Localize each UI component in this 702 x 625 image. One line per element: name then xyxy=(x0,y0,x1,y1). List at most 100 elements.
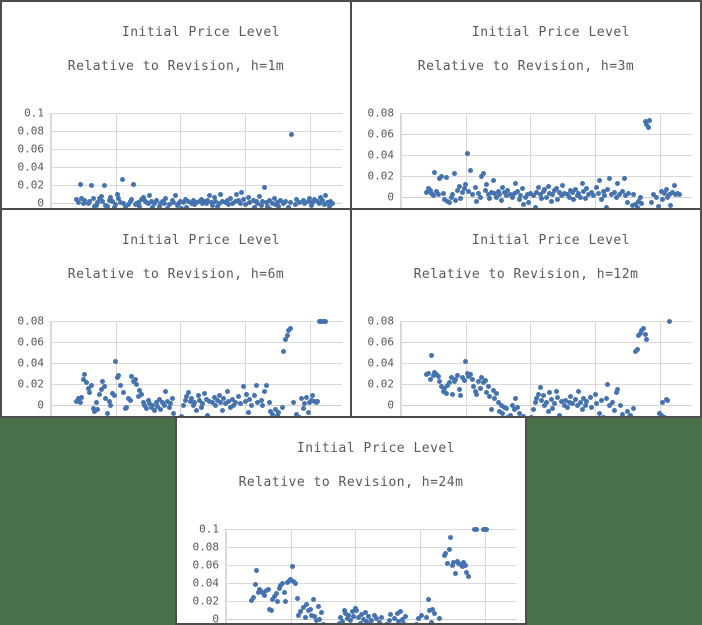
scatter-point xyxy=(458,195,464,201)
scatter-point xyxy=(158,406,164,412)
scatter-point xyxy=(281,348,287,354)
scatter-point xyxy=(651,416,656,418)
y-tick-label: 0 xyxy=(37,196,44,210)
chart-title-line1: Initial Price Level xyxy=(471,233,631,248)
scatter-point xyxy=(174,203,180,208)
scatter-point xyxy=(459,190,465,196)
scatter-point xyxy=(455,373,461,379)
scatter-point xyxy=(526,199,532,205)
scatter-point xyxy=(111,393,117,399)
scatter-point xyxy=(148,198,154,204)
scatter-point xyxy=(637,194,643,200)
plot-wrap-h1m: -0.04-0.0200.020.040.060.080.1 200820122… xyxy=(2,107,350,210)
scatter-point xyxy=(634,346,640,352)
scatter-point xyxy=(419,612,425,618)
scatter-point xyxy=(275,598,281,604)
scatter-point xyxy=(616,192,622,198)
scatter-point xyxy=(150,205,156,208)
scatter-point xyxy=(435,192,441,198)
scatter-point xyxy=(77,181,83,187)
scatter-point xyxy=(278,197,284,203)
scatter-point xyxy=(254,567,260,573)
scatter-point xyxy=(273,406,279,412)
scatter-point xyxy=(594,401,600,407)
gridline-vertical xyxy=(484,529,486,623)
scatter-point xyxy=(443,390,449,396)
gridline-vertical xyxy=(659,321,661,416)
scatter-point xyxy=(521,201,527,207)
scatter-point xyxy=(265,204,271,208)
scatter-point xyxy=(611,190,617,196)
scatter-point xyxy=(288,576,294,582)
chart-title-h12m: Initial Price Level Relative to Revision… xyxy=(352,210,700,317)
scatter-point xyxy=(171,199,177,205)
scatter-point xyxy=(516,196,522,202)
scatter-point xyxy=(637,331,643,337)
scatter-point xyxy=(338,614,344,620)
scatter-point xyxy=(268,607,274,613)
plot-area-h1m xyxy=(50,113,342,208)
scatter-point xyxy=(88,183,94,189)
scatter-point xyxy=(450,392,456,397)
scatter-point xyxy=(323,193,329,199)
scatter-point xyxy=(373,615,379,621)
scatter-point xyxy=(544,400,549,406)
scatter-point xyxy=(360,616,366,622)
scatter-point xyxy=(466,189,472,195)
scatter-point xyxy=(185,198,191,204)
scatter-point xyxy=(506,207,512,208)
chart-title-line2: Relative to Revision, h=12m xyxy=(413,267,639,282)
scatter-point xyxy=(93,203,99,208)
scatter-point xyxy=(344,615,350,621)
scatter-point xyxy=(569,190,575,196)
gridline-vertical xyxy=(530,321,532,416)
scatter-point xyxy=(300,197,306,203)
y-axis-h6m: -0.04-0.0200.020.040.060.08 xyxy=(2,315,48,416)
scatter-point xyxy=(248,402,254,408)
scatter-point xyxy=(500,185,506,191)
scatter-point xyxy=(179,414,185,416)
scatter-point xyxy=(603,205,609,208)
scatter-point xyxy=(315,399,321,405)
y-tick-label: 0.02 xyxy=(17,377,45,391)
scatter-point xyxy=(531,406,537,412)
scatter-point xyxy=(347,618,353,623)
scatter-point xyxy=(269,411,275,416)
scatter-point xyxy=(414,621,420,623)
scatter-point xyxy=(430,193,436,199)
scatter-point xyxy=(432,170,438,176)
scatter-point xyxy=(556,413,562,416)
scatter-point xyxy=(308,398,314,404)
scatter-point xyxy=(95,199,101,205)
scatter-point xyxy=(203,200,209,206)
scatter-point xyxy=(181,402,187,408)
scatter-point xyxy=(349,609,355,615)
y-tick-label: 0.04 xyxy=(367,356,395,370)
scatter-point xyxy=(505,415,511,416)
scatter-point xyxy=(116,196,122,201)
scatter-point xyxy=(315,603,321,609)
gridline-vertical xyxy=(595,321,596,416)
scatter-point xyxy=(336,621,342,623)
scatter-point xyxy=(341,608,347,614)
gridline-vertical xyxy=(245,113,246,208)
scatter-point xyxy=(139,392,145,397)
scatter-point xyxy=(82,372,88,378)
scatter-point xyxy=(190,402,196,408)
scatter-point xyxy=(447,199,452,205)
scatter-point xyxy=(440,622,446,623)
scatter-point xyxy=(297,199,303,205)
scatter-point xyxy=(134,381,140,387)
scatter-point xyxy=(304,602,310,608)
gridline-vertical xyxy=(401,113,402,208)
scatter-point xyxy=(249,597,255,603)
scatter-point xyxy=(239,189,245,195)
gridline-vertical xyxy=(115,113,117,208)
scatter-point xyxy=(427,608,433,614)
scatter-point xyxy=(262,593,268,599)
scatter-point xyxy=(483,526,489,532)
scatter-point xyxy=(529,415,535,416)
scatter-point xyxy=(644,122,650,128)
scatter-point xyxy=(469,192,475,198)
scatter-point xyxy=(213,198,219,204)
